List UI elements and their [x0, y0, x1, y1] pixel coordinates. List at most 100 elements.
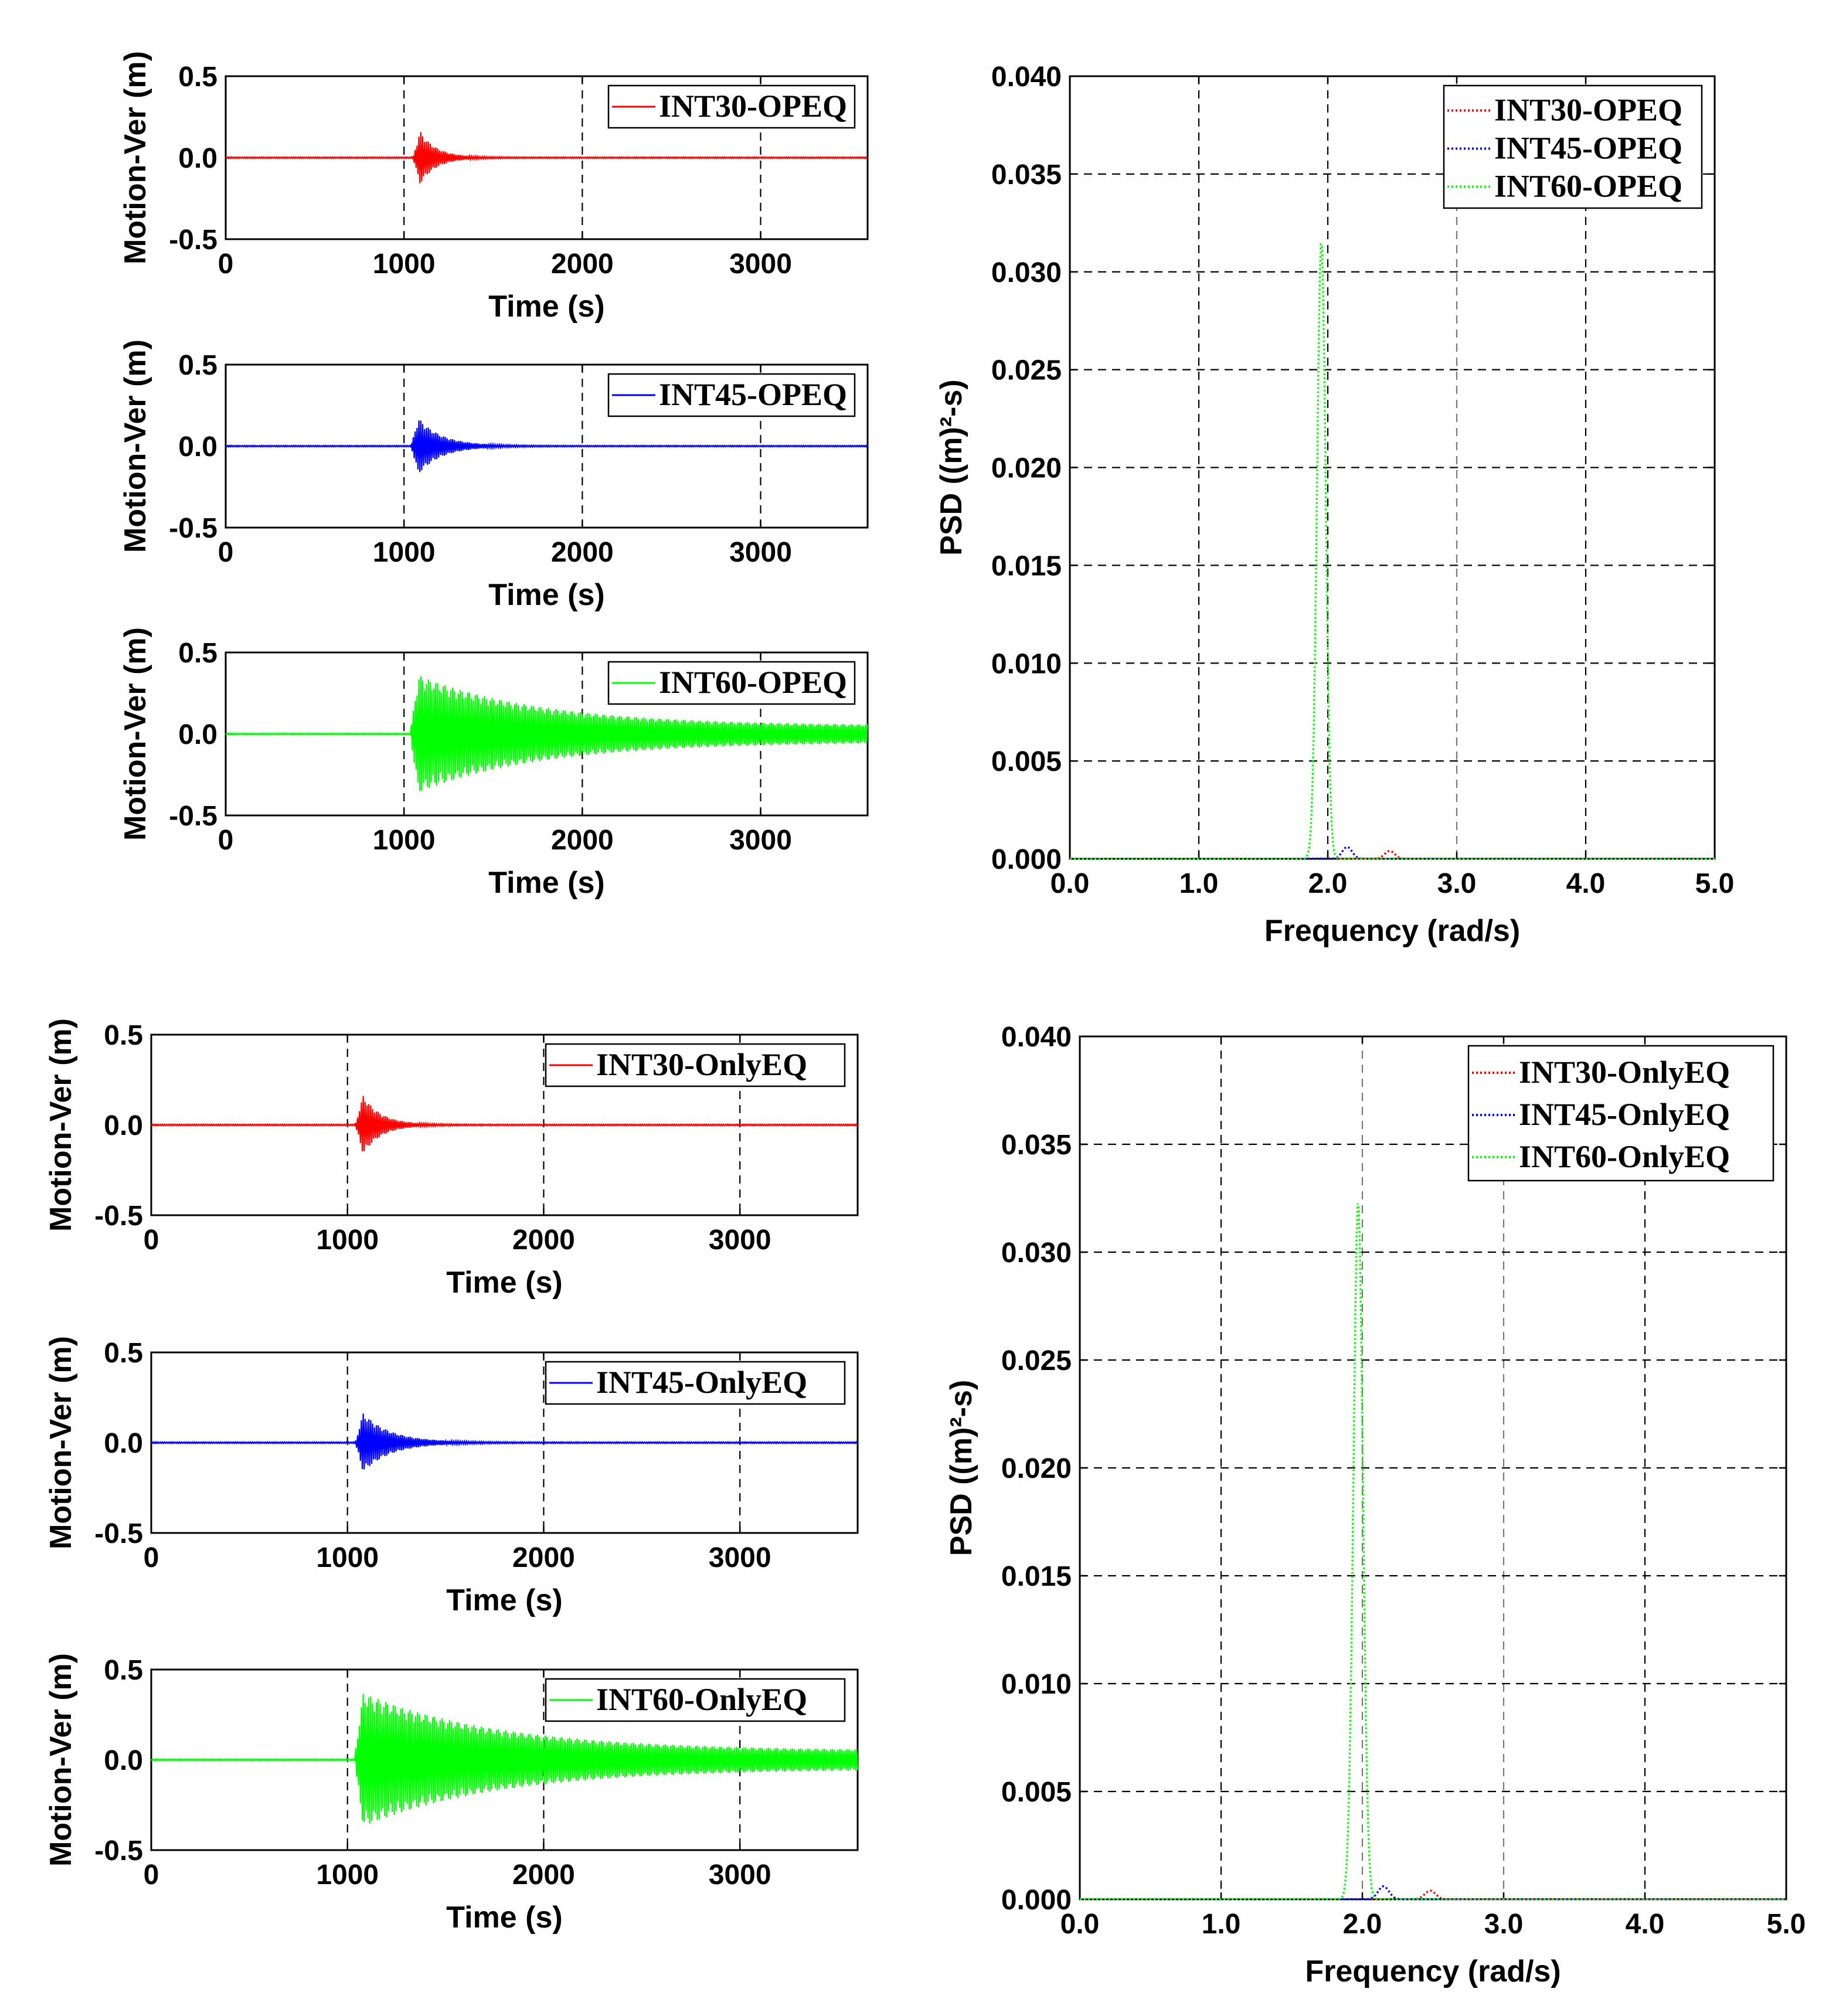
x-tick-label: 2000	[512, 1225, 575, 1256]
x-tick-label: 3000	[709, 1225, 771, 1256]
y-tick-label: 0.035	[991, 159, 1062, 191]
x-tick-label: 2000	[551, 249, 614, 280]
legend-box	[545, 1361, 846, 1405]
legend-label: INT45-OnlyEQ	[596, 1365, 807, 1400]
legend-box	[545, 1043, 846, 1087]
y-tick-label: 0.025	[991, 355, 1062, 386]
x-tick-label: 1.0	[1179, 868, 1219, 899]
legend-label: INT30-OnlyEQ	[596, 1047, 807, 1082]
y-tick-label: 0.5	[178, 62, 217, 93]
y-tick-label: -0.5	[169, 801, 217, 832]
x-axis-label: Time (s)	[488, 866, 604, 900]
legend-label: INT45-OPEQ	[659, 377, 847, 412]
y-tick-label: 0.5	[104, 1338, 143, 1369]
x-tick-label: 4.0	[1566, 868, 1606, 899]
series-line-int60-opeq	[225, 676, 868, 791]
x-tick-label: 2.0	[1343, 1909, 1382, 1940]
y-tick-label: 0.020	[1001, 1453, 1072, 1484]
y-tick-label: 0.0	[178, 143, 217, 174]
x-axis-label: Time (s)	[446, 1583, 562, 1617]
x-tick-label: 5.0	[1767, 1909, 1806, 1940]
legend-label: INT30-OPEQ	[659, 89, 847, 124]
x-tick-label: 3000	[729, 537, 792, 568]
x-tick-label: 0	[144, 1859, 159, 1891]
y-axis-label: Motion-Ver (m)	[44, 1336, 78, 1549]
y-tick-label: -0.5	[169, 225, 217, 256]
y-tick-label: 0.040	[991, 62, 1062, 93]
chart-ts_only_30: 0 1000 2000 3000 -0.5 0.0 0.5 Time (s) Motion-Ve…	[44, 1018, 859, 1300]
y-tick-label: 0.0	[104, 1745, 143, 1776]
legend-box	[545, 1678, 846, 1722]
legend-box	[1443, 84, 1703, 209]
chart-ts_opeq_30: 0 1000 2000 3000 -0.5 0.0 0.5 Time (s) Motion-Ve…	[118, 51, 869, 324]
y-tick-label: -0.5	[94, 1201, 143, 1232]
y-tick-label: -0.5	[94, 1518, 143, 1549]
x-tick-label: 0	[144, 1225, 159, 1256]
x-tick-label: 0.0	[1060, 1909, 1100, 1940]
x-axis-label: Frequency (rad/s)	[1264, 914, 1520, 948]
x-axis-label: Time (s)	[488, 578, 604, 612]
y-tick-label: 0.040	[1001, 1022, 1072, 1053]
y-tick-label: -0.5	[169, 513, 217, 544]
series-line-int45-opeq	[225, 420, 868, 472]
chart-ts_only_60: 0 1000 2000 3000 -0.5 0.0 0.5 Time (s) Motion-Ve…	[44, 1653, 859, 1935]
y-tick-label: 0.5	[178, 350, 217, 381]
x-tick-label: 3000	[709, 1859, 771, 1891]
x-tick-label: 0	[218, 249, 234, 280]
y-tick-label: 0.015	[1001, 1561, 1072, 1592]
x-tick-label: 4.0	[1626, 1909, 1665, 1940]
legend-label: INT30-OnlyEQ	[1519, 1055, 1730, 1090]
x-tick-label: 1000	[373, 537, 436, 568]
y-tick-label: 0.0	[104, 1428, 143, 1459]
x-axis-label: Time (s)	[446, 1266, 562, 1300]
y-tick-label: 0.5	[178, 638, 217, 669]
y-tick-label: 0.010	[991, 648, 1062, 679]
y-tick-label: 0.025	[1001, 1345, 1072, 1376]
legend-label: INT45-OnlyEQ	[1519, 1097, 1730, 1132]
x-tick-label: 5.0	[1695, 868, 1735, 899]
x-tick-label: 1000	[316, 1542, 379, 1573]
y-tick-label: -0.5	[94, 1835, 143, 1867]
series-line-int60-onlyeq	[151, 1694, 858, 1824]
x-axis-label: Time (s)	[488, 290, 604, 324]
legend-label: INT60-OPEQ	[659, 665, 847, 700]
x-tick-label: 2000	[551, 825, 614, 856]
y-axis-label: Motion-Ver (m)	[44, 1653, 78, 1867]
y-tick-label: 0.0	[104, 1110, 143, 1141]
y-tick-label: 0.035	[1001, 1130, 1072, 1161]
y-axis-label: Motion-Ver (m)	[118, 51, 152, 264]
x-tick-label: 1000	[316, 1859, 379, 1891]
x-tick-label: 2000	[512, 1542, 575, 1573]
x-tick-label: 1000	[373, 825, 436, 856]
y-tick-label: 0.015	[991, 550, 1062, 582]
x-tick-label: 2000	[512, 1859, 575, 1891]
x-tick-label: 3000	[709, 1542, 771, 1573]
x-tick-label: 1000	[316, 1225, 379, 1256]
x-tick-label: 2000	[551, 537, 614, 568]
y-axis-label: PSD ((m)²-s)	[934, 379, 968, 555]
series-line-int30-opeq	[225, 132, 868, 183]
legend-label: INT30-OPEQ	[1494, 93, 1682, 128]
legend-label: INT60-OnlyEQ	[596, 1682, 807, 1717]
y-tick-label: 0.020	[991, 453, 1062, 484]
x-tick-label: 3.0	[1484, 1909, 1524, 1940]
series-line-int60-onlyeq	[1080, 1203, 1786, 1901]
x-axis-label: Frequency (rad/s)	[1305, 1954, 1561, 1988]
y-tick-label: 0.5	[104, 1020, 143, 1051]
series-line-int45-onlyeq	[151, 1413, 858, 1470]
chart-psd_only: 0.0 1.0 2.0 3.0 4.0 5.0 0.000 0.005 0.010 0.015 0.…	[944, 1022, 1806, 1988]
chart-ts_opeq_60: 0 1000 2000 3000 -0.5 0.0 0.5 Time (s) Motion-Ve…	[118, 627, 869, 900]
x-tick-label: 2.0	[1308, 868, 1348, 899]
y-tick-label: 0.0	[178, 431, 217, 463]
x-tick-label: 1.0	[1202, 1909, 1241, 1940]
chart-ts_only_45: 0 1000 2000 3000 -0.5 0.0 0.5 Time (s) Motion-Ve…	[44, 1336, 859, 1617]
y-tick-label: 0.030	[991, 257, 1062, 288]
x-tick-label: 0.0	[1051, 868, 1090, 899]
x-axis-label: Time (s)	[446, 1901, 562, 1935]
chart-psd_opeq: 0.0 1.0 2.0 3.0 4.0 5.0 0.000 0.005 0.010 0.015 0.…	[934, 62, 1734, 948]
x-tick-label: 3.0	[1437, 868, 1477, 899]
y-tick-label: 0.030	[1001, 1238, 1072, 1269]
y-axis-label: Motion-Ver (m)	[118, 627, 152, 841]
y-tick-label: 0.000	[991, 844, 1062, 875]
